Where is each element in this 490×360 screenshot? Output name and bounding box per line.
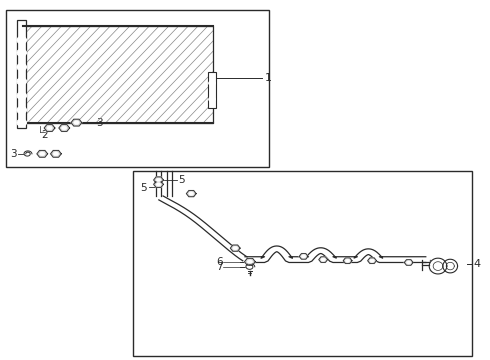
Circle shape bbox=[233, 246, 238, 250]
Polygon shape bbox=[154, 177, 163, 183]
Circle shape bbox=[62, 126, 67, 130]
Text: 4: 4 bbox=[474, 259, 481, 269]
Circle shape bbox=[17, 37, 26, 44]
Polygon shape bbox=[299, 253, 308, 259]
Circle shape bbox=[345, 259, 350, 262]
Bar bbox=[133, 171, 472, 356]
Circle shape bbox=[247, 260, 252, 264]
Circle shape bbox=[17, 49, 26, 56]
Circle shape bbox=[17, 119, 26, 126]
Bar bbox=[23, 26, 213, 123]
Polygon shape bbox=[186, 190, 196, 197]
Circle shape bbox=[370, 259, 374, 262]
Circle shape bbox=[209, 97, 216, 102]
Circle shape bbox=[156, 183, 161, 186]
Bar bbox=[17, 21, 26, 128]
Circle shape bbox=[53, 152, 59, 156]
Bar bbox=[208, 72, 216, 108]
Polygon shape bbox=[44, 125, 55, 131]
Bar bbox=[5, 10, 270, 167]
Text: 5: 5 bbox=[178, 175, 185, 185]
Polygon shape bbox=[37, 150, 48, 157]
Polygon shape bbox=[368, 258, 376, 264]
Text: 6: 6 bbox=[216, 257, 222, 267]
Polygon shape bbox=[230, 245, 240, 251]
Circle shape bbox=[17, 92, 26, 99]
Circle shape bbox=[189, 192, 194, 195]
Circle shape bbox=[407, 261, 411, 264]
Circle shape bbox=[17, 78, 26, 85]
Polygon shape bbox=[50, 150, 61, 157]
Circle shape bbox=[47, 126, 52, 130]
Text: 1: 1 bbox=[265, 73, 271, 83]
Circle shape bbox=[17, 107, 26, 114]
Text: 3: 3 bbox=[10, 149, 17, 159]
Circle shape bbox=[17, 63, 26, 71]
Circle shape bbox=[209, 81, 216, 86]
Text: 3: 3 bbox=[96, 118, 102, 128]
Circle shape bbox=[74, 121, 79, 125]
Text: 7: 7 bbox=[216, 262, 222, 272]
Text: 5: 5 bbox=[141, 183, 147, 193]
Polygon shape bbox=[429, 258, 447, 274]
Polygon shape bbox=[443, 259, 458, 273]
Circle shape bbox=[321, 258, 325, 261]
Polygon shape bbox=[404, 260, 413, 265]
Circle shape bbox=[301, 255, 306, 258]
Polygon shape bbox=[319, 257, 328, 262]
Polygon shape bbox=[71, 119, 82, 126]
Text: 2: 2 bbox=[41, 130, 48, 140]
Circle shape bbox=[156, 178, 161, 182]
Polygon shape bbox=[245, 258, 255, 265]
Bar bbox=[23, 26, 213, 123]
Polygon shape bbox=[59, 125, 70, 131]
Polygon shape bbox=[343, 258, 352, 264]
Polygon shape bbox=[154, 181, 163, 188]
Circle shape bbox=[40, 152, 45, 156]
